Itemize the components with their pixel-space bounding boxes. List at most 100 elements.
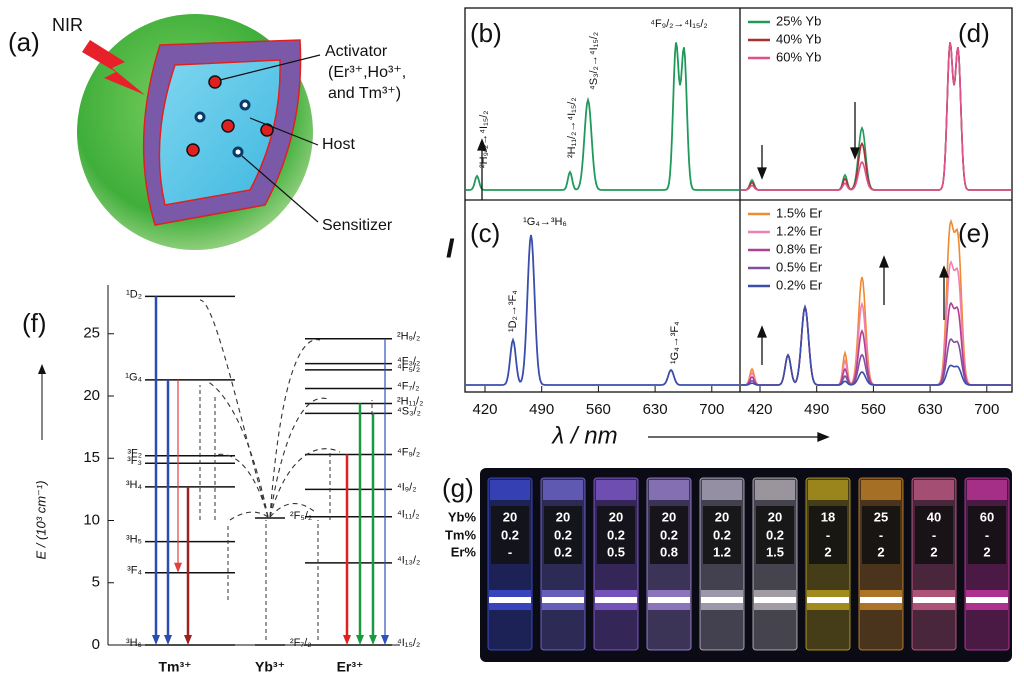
cell: 18: [821, 509, 835, 524]
legend-label: 0.2% Er: [776, 277, 823, 292]
activator-label: and Tm³⁺): [328, 85, 401, 102]
level-label: ²H₉/₂: [397, 331, 420, 343]
transition-label: ¹G₄→³H₆: [523, 216, 567, 228]
panel-g: (g) Yb% Tm% Er% 20 0.2 - 20 0.2 0.2 20 0.2 0.5 20 0.2 0…: [442, 468, 1012, 662]
spectrum: [741, 304, 1011, 386]
panel-label: (b): [470, 18, 502, 48]
transition-label: ¹G₄→³F₄: [669, 321, 681, 364]
legend-label: 0.8% Er: [776, 241, 823, 256]
label-area: [703, 506, 741, 564]
cell: -: [826, 527, 830, 542]
panel-a: (a) NIR Activator (Er³⁺,Ho³⁺, and Tm³⁺) …: [8, 14, 406, 250]
x-tick-label: 560: [861, 401, 886, 418]
x-tick-label: 490: [529, 401, 554, 418]
panel-label: (e): [958, 218, 990, 248]
cuvette-cap: [808, 480, 848, 500]
beam: [860, 597, 902, 603]
y-tick-label: 10: [83, 511, 100, 528]
cell: -: [508, 544, 512, 559]
transition-label: ⁴F₉/₂→⁴I₁₅/₂: [650, 18, 707, 30]
row-label: Er%: [451, 544, 477, 559]
cell: 0.2: [660, 527, 678, 542]
cell: 0.8: [660, 544, 678, 559]
cell: -: [879, 527, 883, 542]
cell: 20: [503, 509, 517, 524]
sensitizer-label: Sensitizer: [322, 217, 393, 234]
x-tick-label: 490: [804, 401, 829, 418]
cell: 0.2: [607, 527, 625, 542]
energy-transfer: [269, 503, 316, 518]
x-tick-label: 700: [699, 401, 724, 418]
level-label: ¹G₄: [125, 372, 142, 384]
level-label: ²F₅/₂: [290, 510, 312, 522]
legend-label: 25% Yb: [776, 13, 821, 28]
x-tick-label: 560: [586, 401, 611, 418]
beam: [966, 597, 1008, 603]
transition-label: ²H₁₁/₂→⁴I₁₅/₂: [566, 97, 578, 158]
level-label: ⁴F₅/₂: [397, 362, 420, 374]
beam: [489, 597, 531, 603]
energy-transfer: [269, 448, 341, 518]
cell: 2: [930, 544, 937, 559]
legend-label: 1.2% Er: [776, 223, 823, 238]
label-area: [491, 506, 529, 564]
cuvette-cap: [596, 480, 636, 500]
level-label: ⁴I₉/₂: [397, 481, 416, 493]
panel-label: (g): [442, 473, 474, 503]
activator-label: (Er³⁺,Ho³⁺,: [328, 64, 406, 81]
cell: 20: [556, 509, 570, 524]
cell: 20: [715, 509, 729, 524]
nir-label: NIR: [52, 15, 83, 35]
cell: 40: [927, 509, 941, 524]
activators: [186, 75, 274, 157]
cell: 60: [980, 509, 994, 524]
energy-transfer: [199, 299, 269, 518]
transition-arrow-head: [343, 635, 351, 645]
cell: 2: [824, 544, 831, 559]
legend-label: 60% Yb: [776, 49, 821, 64]
cell: -: [932, 527, 936, 542]
label-area: [968, 506, 1006, 564]
panel-label: (c): [470, 218, 500, 248]
spectrum: [741, 301, 1011, 386]
transition-arrow-head: [164, 635, 172, 645]
beam: [807, 597, 849, 603]
cell: 2: [877, 544, 884, 559]
cell: 0.2: [713, 527, 731, 542]
level-label: ⁴I₁₃/₂: [397, 555, 420, 567]
cuvette-cap: [967, 480, 1007, 500]
cell: -: [985, 527, 989, 542]
x-tick-label: 420: [472, 401, 497, 418]
panel-label: (d): [958, 18, 990, 48]
x-tick-label: 630: [918, 401, 943, 418]
level-label: ³F₂: [127, 448, 142, 460]
beam: [595, 597, 637, 603]
label-area: [650, 506, 688, 564]
label-area: [809, 506, 847, 564]
beam: [648, 597, 690, 603]
nir-bolt: [82, 40, 145, 95]
sensitizers: [194, 99, 251, 158]
transition-arrow-head: [369, 635, 377, 645]
label-area: [915, 506, 953, 564]
host-core: [158, 59, 281, 206]
energy-transfer: [229, 511, 269, 521]
cell: 0.5: [607, 544, 625, 559]
spectrum: [741, 42, 1011, 191]
transition-arrow-head: [152, 635, 160, 645]
row-label: Yb%: [448, 509, 477, 524]
level-label: ⁴S₃/₂: [397, 405, 421, 417]
energy-transfer: [204, 379, 269, 518]
legend-label: 1.5% Er: [776, 205, 823, 220]
beam: [754, 597, 796, 603]
cuvette-cap: [702, 480, 742, 500]
spectrum: [466, 42, 739, 191]
level-label: ³H₄: [126, 479, 143, 491]
cell: 25: [874, 509, 888, 524]
panel-label: (a): [8, 27, 40, 57]
x-tick-label: 420: [747, 401, 772, 418]
spectra: (b) (d) (c) (e) ²H₉/₂→⁴I₁₅/₂ ²H₁₁/₂→⁴I₁₅/₂ ⁴S₃…: [466, 13, 1011, 418]
activator-label: Activator: [325, 43, 388, 60]
cuvette-cap: [755, 480, 795, 500]
